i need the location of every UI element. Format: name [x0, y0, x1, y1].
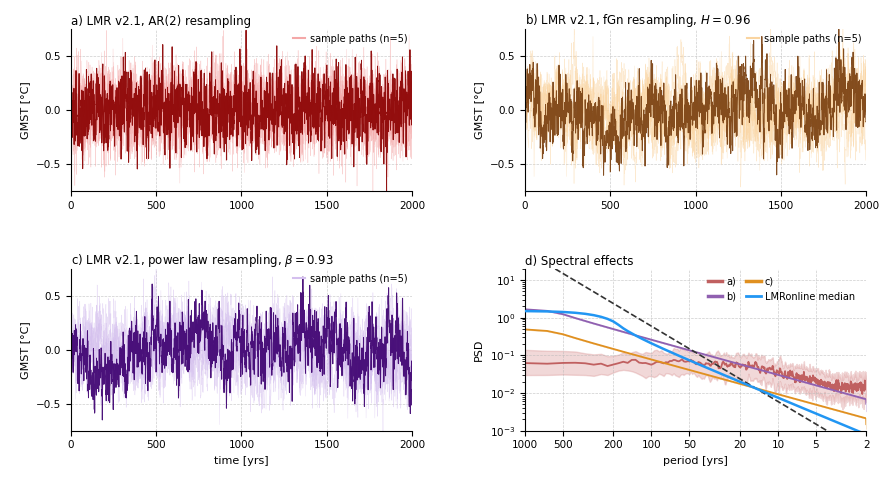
Legend: sample paths (n=5): sample paths (n=5): [293, 273, 408, 284]
Y-axis label: GMST [°C]: GMST [°C]: [20, 321, 30, 378]
Y-axis label: GMST [°C]: GMST [°C]: [20, 81, 30, 139]
Text: a) LMR v2.1, AR(2) resampling: a) LMR v2.1, AR(2) resampling: [71, 15, 251, 28]
Text: c) LMR v2.1, power law resampling, $\beta = 0.93$: c) LMR v2.1, power law resampling, $\bet…: [71, 252, 333, 269]
Legend: sample paths (n=5): sample paths (n=5): [747, 34, 862, 44]
Y-axis label: GMST [°C]: GMST [°C]: [475, 81, 484, 139]
X-axis label: time [yrs]: time [yrs]: [214, 456, 269, 466]
Y-axis label: PSD: PSD: [474, 339, 484, 361]
Text: d) Spectral effects: d) Spectral effects: [525, 255, 633, 268]
Legend: a), b), c), LMRonline median: a), b), c), LMRonline median: [708, 277, 855, 302]
Legend: sample paths (n=5): sample paths (n=5): [293, 34, 408, 44]
Text: b) LMR v2.1, fGn resampling, $H = 0.96$: b) LMR v2.1, fGn resampling, $H = 0.96$: [525, 12, 751, 29]
X-axis label: period [yrs]: period [yrs]: [663, 456, 728, 466]
